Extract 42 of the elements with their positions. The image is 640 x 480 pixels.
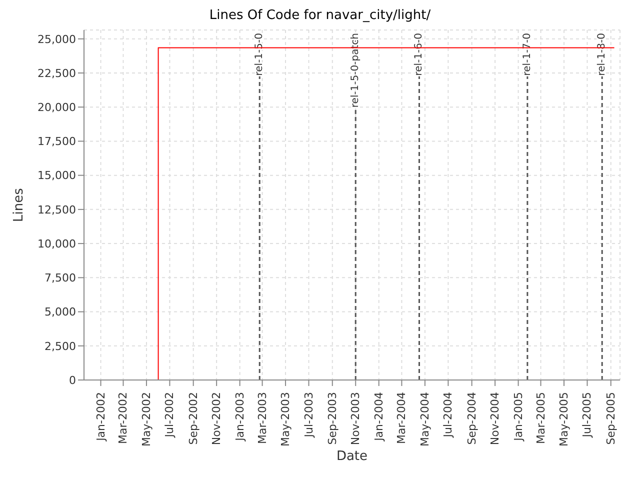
y-tick-label: 17,500 [38, 135, 76, 148]
y-tick-label: 20,000 [38, 101, 76, 114]
x-tick-label: Jul-2005 [580, 392, 594, 438]
x-tick-label: Nov-2003 [349, 392, 362, 446]
x-tick-label: May-2004 [418, 392, 432, 447]
ref-line-label: rel-1-7-0 [522, 33, 533, 76]
x-tick-label: Mar-2003 [256, 392, 269, 444]
x-tick-label: Sep-2005 [604, 392, 618, 445]
ref-line-label: rel-1-5-0 [254, 33, 266, 76]
x-tick-label: Mar-2005 [534, 392, 548, 444]
x-tick-label: Nov-2002 [210, 392, 224, 446]
x-tick-label: Jan-2004 [372, 392, 386, 442]
y-tick-label: 7,500 [44, 272, 76, 285]
y-axis-title: Lines [12, 188, 27, 222]
x-tick-label: May-2003 [279, 392, 292, 447]
ref-line-label: rel-1-8-0 [596, 33, 608, 76]
ref-line-label: rel-1-6-0 [414, 33, 425, 76]
x-tick-label: Jul-2004 [442, 392, 455, 438]
x-tick-label: Sep-2002 [186, 392, 200, 445]
x-tick-label: Jan-2002 [94, 392, 108, 442]
x-tick-label: Mar-2004 [395, 392, 408, 444]
y-tick-label: 5,000 [44, 306, 76, 319]
x-tick-label: Nov-2004 [488, 392, 502, 446]
x-tick-label: May-2002 [140, 392, 153, 447]
x-tick-label: Mar-2002 [116, 392, 130, 444]
x-tick-label: Jul-2002 [163, 392, 176, 438]
x-axis-title: Date [336, 449, 368, 464]
x-tick-label: Jan-2003 [233, 392, 246, 442]
ref-line-label: rel-1-5-0-patch [350, 33, 362, 108]
x-tick-label: Jan-2005 [512, 392, 525, 442]
chart-title: Lines Of Code for navar_city/light/ [208, 8, 432, 25]
y-tick-label: 22,500 [38, 66, 76, 80]
x-tick-label: Jul-2003 [302, 392, 316, 438]
y-tick-label: 25,000 [38, 32, 76, 46]
x-tick-label: Sep-2004 [465, 392, 478, 445]
x-tick-label: May-2005 [558, 392, 570, 447]
x-tick-label: Sep-2003 [326, 392, 339, 445]
y-tick-label: 2,500 [44, 340, 76, 353]
y-tick-label: 15,000 [38, 169, 76, 182]
y-tick-label: 12,500 [38, 203, 76, 216]
y-tick-label: 10,000 [38, 237, 76, 250]
y-tick-label: 0 [69, 374, 76, 387]
